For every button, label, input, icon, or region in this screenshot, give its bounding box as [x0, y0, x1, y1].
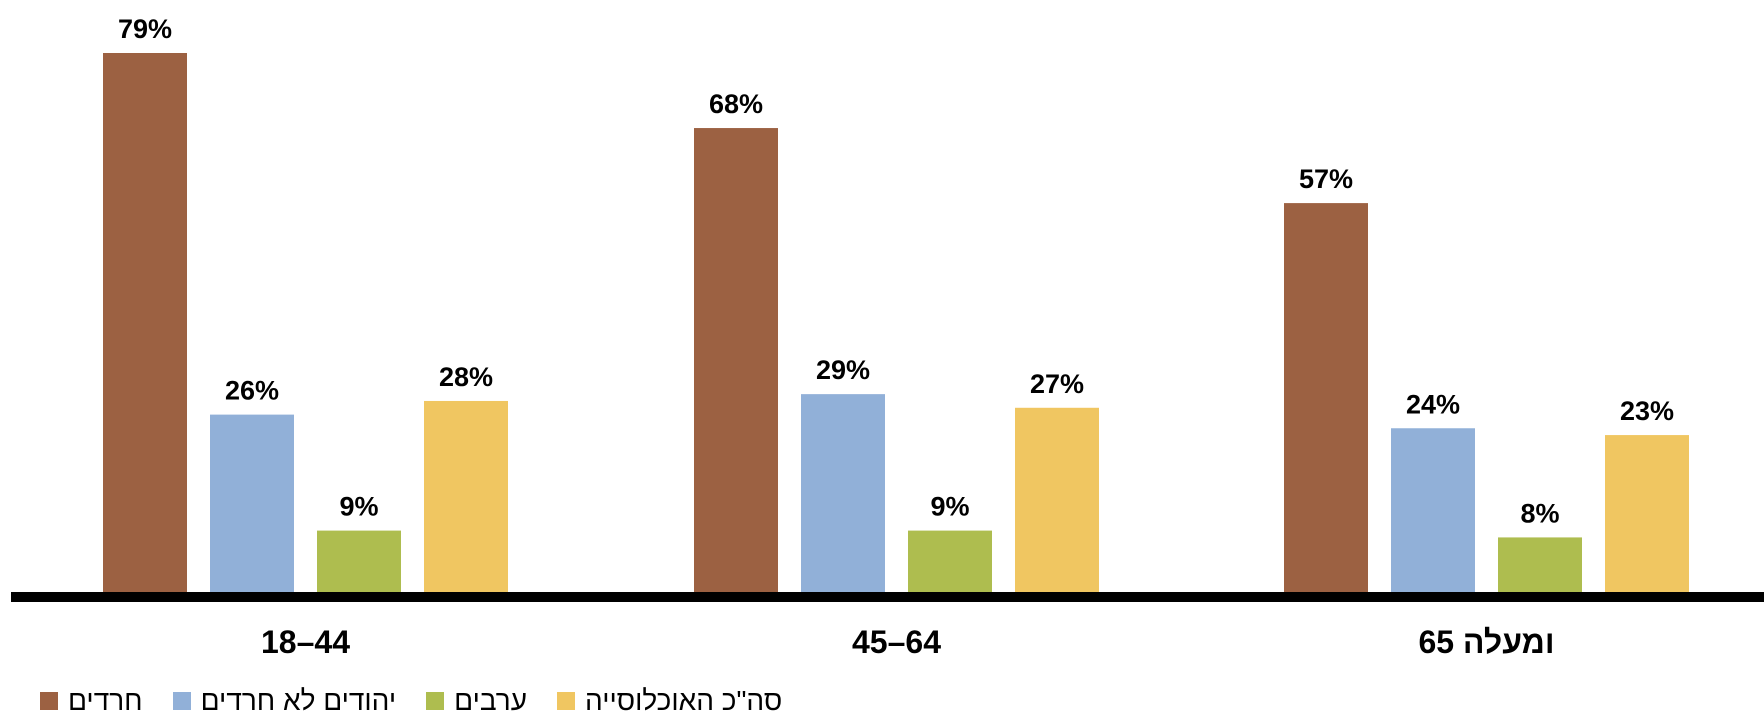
- bar-group: 57% 24% 8% 23%: [1284, 164, 1689, 593]
- legend-swatch: [40, 692, 58, 710]
- bar: [1391, 428, 1475, 592]
- data-label: 28%: [439, 362, 493, 392]
- data-label: 26%: [225, 376, 279, 406]
- bar: [801, 394, 885, 592]
- data-label: 29%: [816, 355, 870, 385]
- bar-chart: 79% 26% 9% 28% 18–44 68% 29% 9% 27% 45–64 57% 24% 8%…: [11, 14, 1764, 660]
- data-label: 9%: [930, 492, 969, 522]
- bar: [694, 128, 778, 592]
- bar: [1284, 203, 1368, 593]
- bar: [908, 530, 992, 592]
- data-label: 27%: [1030, 369, 1084, 399]
- bar: [103, 53, 187, 592]
- data-label: 23%: [1620, 396, 1674, 426]
- x-axis-line: [11, 592, 1764, 602]
- legend-item: סה"כ האוכלוסייה: [557, 685, 782, 717]
- legend-label: סה"כ האוכלוסייה: [585, 685, 783, 716]
- legend-item: ערבים: [426, 685, 527, 717]
- bar: [1605, 435, 1689, 592]
- data-label: 68%: [709, 89, 763, 119]
- legend: חרדים יהודים לא חרדים ערבים סה"כ האוכלוסייה: [40, 682, 782, 720]
- data-label: 9%: [339, 492, 378, 522]
- legend-swatch: [557, 692, 576, 710]
- legend-item: יהודים לא חרדים: [172, 685, 397, 717]
- data-label: 8%: [1520, 498, 1559, 528]
- category-label: 65 ומעלה: [1418, 624, 1554, 660]
- data-label: 24%: [1406, 389, 1460, 419]
- category-label: 18–44: [261, 624, 350, 660]
- bar: [317, 530, 401, 592]
- legend-label: יהודים לא חרדים: [200, 685, 397, 716]
- bar-group: 79% 26% 9% 28%: [103, 14, 508, 592]
- data-label: 79%: [118, 14, 172, 44]
- legend-swatch: [172, 692, 191, 710]
- bar: [210, 414, 294, 592]
- bar: [1015, 407, 1099, 592]
- legend-label: ערבים: [454, 685, 528, 716]
- bar: [424, 400, 508, 592]
- legend-item: חרדים: [40, 685, 143, 717]
- bar: [1498, 537, 1582, 592]
- category-label: 45–64: [852, 624, 941, 660]
- legend-label: חרדים: [68, 685, 143, 716]
- data-label: 57%: [1299, 164, 1353, 194]
- bar-group: 68% 29% 9% 27%: [694, 89, 1099, 592]
- legend-swatch: [426, 692, 445, 710]
